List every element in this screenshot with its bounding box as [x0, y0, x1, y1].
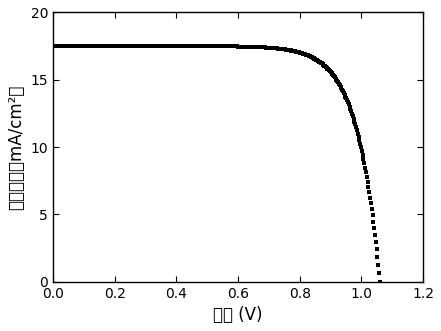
X-axis label: 电压 (V): 电压 (V) — [213, 306, 263, 324]
Y-axis label: 电流密度（mA/cm²）: 电流密度（mA/cm²） — [7, 84, 25, 210]
